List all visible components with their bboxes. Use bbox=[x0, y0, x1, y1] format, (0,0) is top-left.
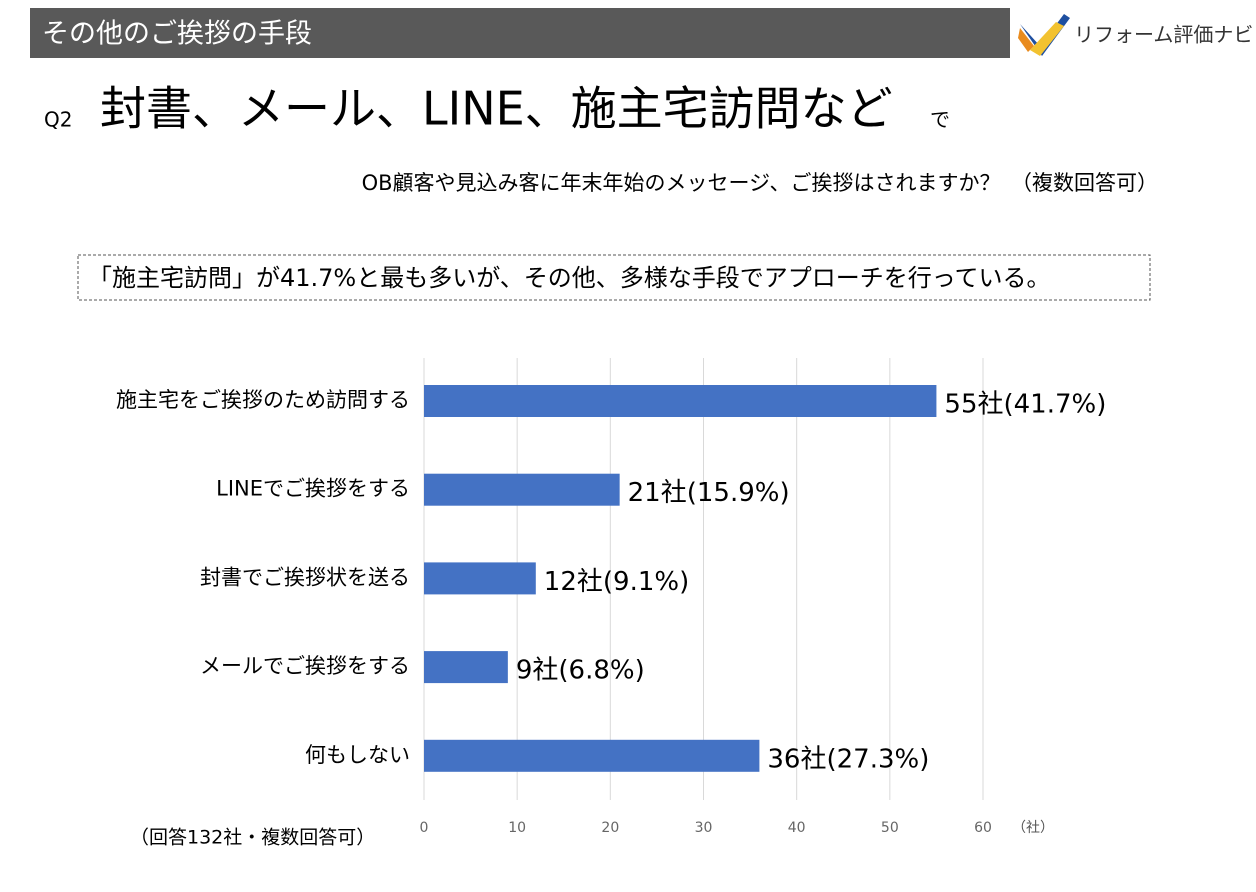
data-label: 36社(27.3%) bbox=[767, 744, 929, 774]
question-sub: OB顧客や見込み客に年末年始のメッセージ、ご挨拶はされますか？ （複数回答可） bbox=[362, 171, 1158, 195]
x-tick-label: 40 bbox=[788, 820, 806, 836]
x-tick-label: 0 bbox=[420, 820, 429, 836]
question-suffix: で bbox=[930, 108, 950, 132]
x-unit: （社） bbox=[1012, 820, 1054, 836]
y-tick-label: 封書でご挨拶状を送る bbox=[200, 565, 410, 589]
summary-text: 「施主宅訪問」が41.7%と最も多いが、その他、多様な手段でアプローチを行ってい… bbox=[88, 264, 1051, 292]
x-tick-label: 10 bbox=[508, 820, 526, 836]
y-tick-label: 施主宅をご挨拶のため訪問する bbox=[116, 388, 410, 412]
data-label: 9社(6.8%) bbox=[516, 656, 645, 686]
question-main: 封書、メール、LINE、施主宅訪問など bbox=[100, 82, 893, 136]
data-label: 12社(9.1%) bbox=[544, 567, 689, 597]
logo-text: リフォーム評価ナビ bbox=[1074, 23, 1253, 47]
bar bbox=[424, 385, 937, 417]
data-label: 21社(15.9%) bbox=[628, 478, 790, 508]
logo-icon bbox=[1018, 14, 1070, 56]
y-tick-label: 何もしない bbox=[305, 743, 410, 767]
bar bbox=[424, 739, 760, 772]
note: （回答132社・複数回答可） bbox=[130, 827, 375, 849]
summary-box bbox=[77, 254, 1151, 301]
bar bbox=[424, 473, 620, 506]
bar bbox=[424, 562, 536, 595]
data-label: 55社(41.7%) bbox=[944, 390, 1106, 420]
header-bar bbox=[30, 8, 1010, 58]
bar bbox=[424, 651, 508, 684]
y-tick-label: メールでご挨拶をする bbox=[200, 654, 410, 678]
y-tick-label: LINEでご挨拶をする bbox=[216, 477, 410, 501]
x-tick-label: 20 bbox=[601, 820, 619, 836]
x-tick-label: 60 bbox=[974, 820, 992, 836]
header-title: その他のご挨拶の手段 bbox=[42, 19, 312, 50]
question-number: Q2 bbox=[44, 108, 72, 132]
x-tick-label: 30 bbox=[695, 820, 713, 836]
x-tick-label: 50 bbox=[881, 820, 899, 836]
